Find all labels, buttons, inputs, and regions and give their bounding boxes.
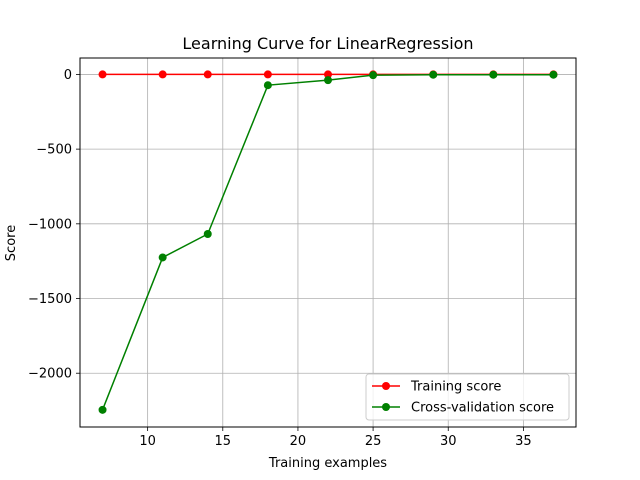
plot-area (79, 57, 577, 428)
y-tick-label: 0 (64, 68, 72, 83)
cross-validation-score-point (263, 81, 272, 90)
x-axis-label: Training examples (268, 456, 387, 471)
y-tick-label: −2000 (28, 367, 72, 382)
grid-lines (80, 58, 576, 427)
x-tick-label: 15 (215, 434, 232, 449)
y-axis-label: Score (4, 225, 19, 261)
x-tick-label: 30 (440, 434, 457, 449)
plot-background (80, 58, 576, 427)
training-score-legend-marker (382, 382, 390, 390)
training-score-point (98, 70, 107, 79)
cross-validation-score-point (549, 70, 558, 79)
x-tick-label: 35 (515, 434, 532, 449)
cross-validation-score-point (489, 70, 498, 79)
x-tick-label: 25 (365, 434, 382, 449)
cross-validation-score-point (158, 253, 167, 262)
plot-frame (79, 57, 577, 428)
cross-validation-score-point (98, 405, 107, 414)
series-layer (98, 70, 558, 414)
legend: Training score Cross-validation score (365, 373, 570, 421)
cross-validation-score-point (324, 76, 332, 85)
training-score-point (263, 70, 272, 79)
legend-box (365, 373, 570, 421)
cross-validation-score-point (369, 71, 378, 80)
x-axis-ticks: 10 15 20 25 30 35 (139, 427, 532, 449)
cross-validation-score-point (429, 70, 438, 79)
x-tick-label: 10 (139, 434, 156, 449)
training-score-legend-label: Training score (410, 380, 501, 395)
training-score-point (158, 70, 167, 79)
cross-validation-score-legend-label: Cross-validation score (411, 401, 554, 416)
y-tick-label: −1000 (28, 217, 72, 232)
training-score-point (203, 70, 212, 79)
y-axis-ticks: 0 −500 −1000 −1500 −2000 (28, 68, 80, 382)
cross-validation-score-point (203, 229, 212, 238)
y-tick-label: −500 (36, 143, 72, 158)
cross-validation-score-legend-marker (382, 403, 390, 411)
x-tick-label: 20 (290, 434, 307, 449)
y-tick-label: −1500 (28, 292, 72, 307)
chart-title: Learning Curve for LinearRegression (182, 34, 473, 53)
training-score-point (324, 70, 332, 79)
